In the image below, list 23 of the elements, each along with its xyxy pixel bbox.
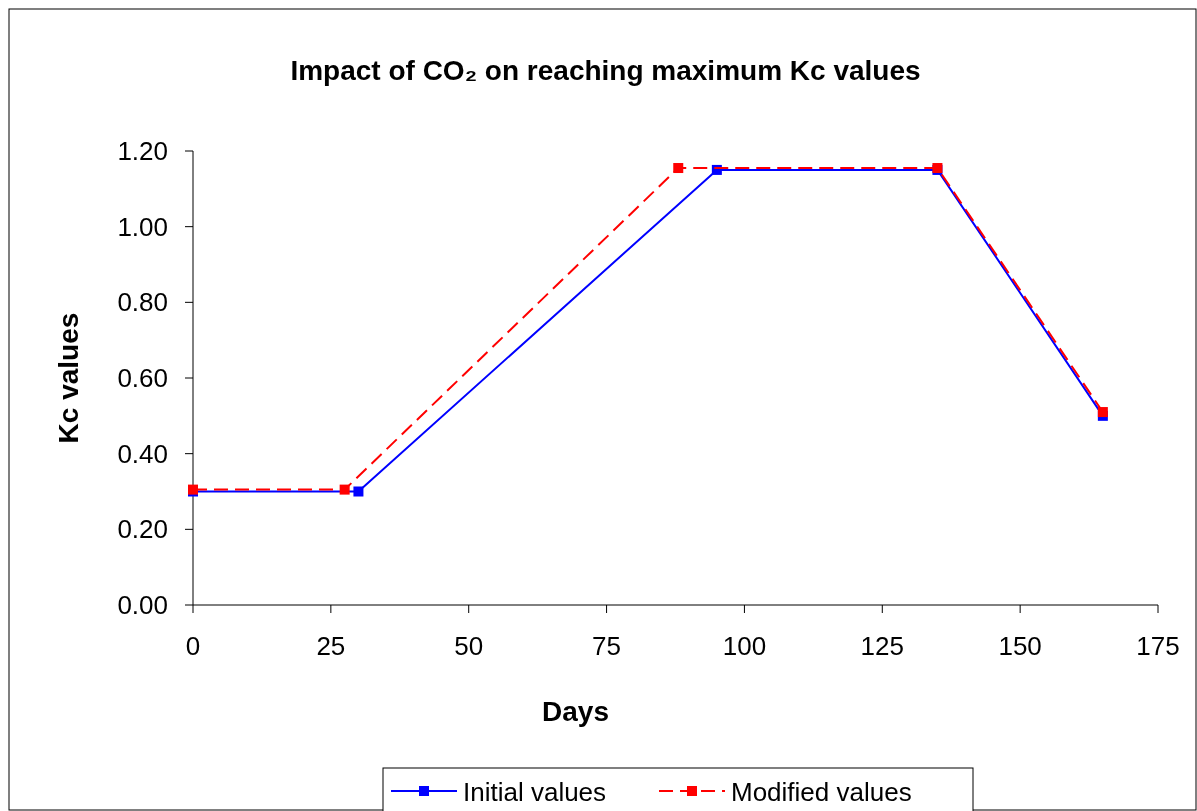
y-tick-label: 0.20 [117, 514, 168, 545]
x-tick-label: 75 [592, 631, 622, 661]
y-tick-label: 1.20 [117, 136, 168, 166]
y-tick-label: 0.00 [117, 590, 168, 620]
x-tick-label: 50 [454, 631, 484, 661]
x-tick-label: 175 [1136, 631, 1180, 661]
legend-label: Modified values [731, 777, 912, 807]
x-tick-label: 125 [860, 631, 904, 661]
y-tick-label: 0.80 [117, 287, 168, 318]
y-tick-label: 0.60 [117, 363, 168, 393]
point [673, 163, 684, 174]
y-tick-label: 1.00 [117, 211, 168, 242]
x-tick-label: 25 [316, 631, 346, 661]
x-axis-title: Days [542, 696, 609, 727]
legend-label: Initial values [463, 777, 607, 807]
point [339, 484, 350, 495]
x-tick-label: 150 [998, 631, 1042, 661]
y-tick-label: 0.40 [117, 438, 168, 469]
point [353, 486, 364, 497]
chart-title: Impact of CO₂ on reaching maximum Kc values [290, 55, 921, 86]
y-axis-title: Kc values [53, 312, 84, 444]
x-tick-label: 100 [722, 631, 767, 661]
x-tick-label: 0 [185, 631, 201, 661]
